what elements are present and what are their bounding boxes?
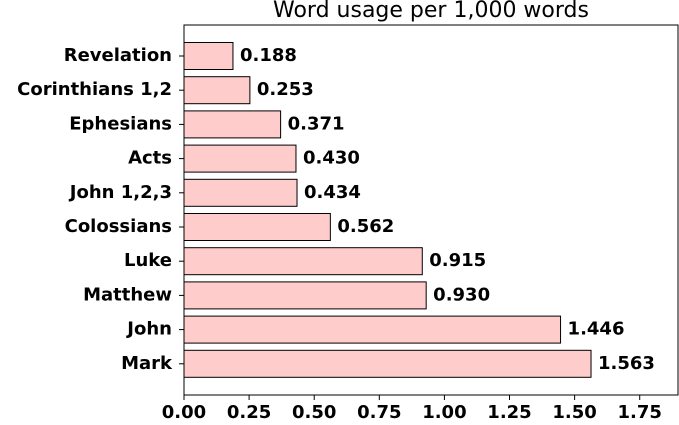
bar — [183, 247, 423, 276]
value-label: 0.430 — [303, 148, 360, 169]
y-tick-label: Revelation — [64, 45, 172, 66]
bar — [183, 281, 427, 310]
y-tick-label: Acts — [128, 148, 172, 169]
value-label: 0.434 — [304, 182, 361, 203]
bar — [183, 110, 282, 139]
value-label: 0.930 — [433, 284, 490, 305]
value-label: 0.188 — [240, 45, 297, 66]
bar — [183, 76, 251, 105]
value-label: 0.371 — [288, 113, 345, 134]
value-label: 0.915 — [429, 250, 486, 271]
y-tick-label: Ephesians — [69, 113, 172, 134]
y-tick-label: Luke — [124, 250, 172, 271]
bar — [183, 144, 297, 173]
bar — [183, 178, 298, 207]
y-tick-label: Colossians — [65, 216, 172, 237]
plot-frame — [183, 24, 679, 396]
chart-title: Word usage per 1,000 words — [273, 0, 589, 23]
x-tick-label: 1.50 — [552, 402, 596, 423]
y-tick-label: Corinthians 1,2 — [17, 79, 172, 100]
y-tick-label: John — [125, 319, 172, 340]
y-tick-label: Mark — [121, 353, 173, 374]
value-label: 0.253 — [257, 79, 314, 100]
x-tick-label: 1.25 — [487, 402, 531, 423]
x-tick-label: 0.25 — [227, 402, 271, 423]
bar — [183, 213, 331, 241]
y-tick-label: Matthew — [83, 284, 172, 305]
bar — [183, 42, 234, 70]
x-tick-label: 1.75 — [618, 402, 662, 423]
x-tick-label: 0.75 — [357, 402, 401, 423]
x-tick-label: 0.00 — [162, 402, 206, 423]
x-tick-label: 0.50 — [292, 402, 336, 423]
bar — [183, 315, 562, 344]
value-label: 0.562 — [337, 216, 394, 237]
value-label: 1.563 — [598, 353, 655, 374]
y-tick-label: John 1,2,3 — [68, 182, 172, 203]
x-tick-label: 1.00 — [422, 402, 466, 423]
value-label: 1.446 — [568, 319, 625, 340]
bar — [183, 349, 592, 378]
